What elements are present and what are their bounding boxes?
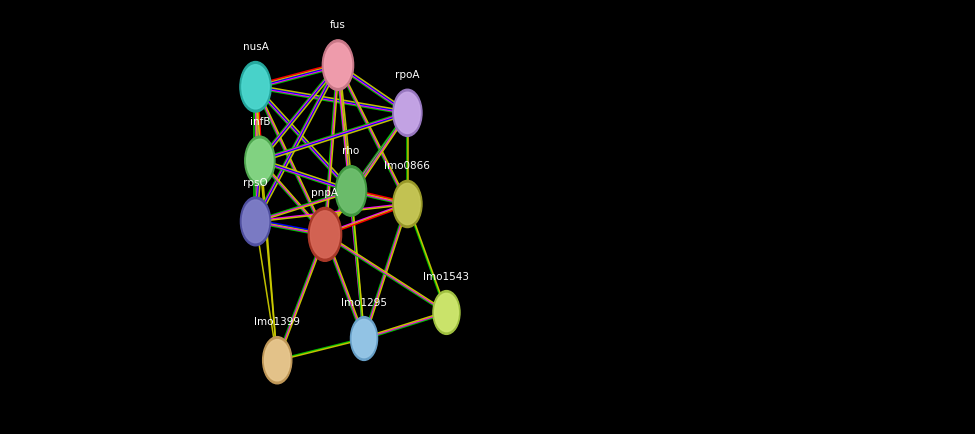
Text: pnpA: pnpA xyxy=(311,187,338,198)
Ellipse shape xyxy=(240,62,271,112)
Text: nusA: nusA xyxy=(243,42,268,52)
Text: rho: rho xyxy=(342,146,360,156)
Text: rpsO: rpsO xyxy=(243,178,268,187)
Text: lmo1543: lmo1543 xyxy=(423,272,470,282)
Ellipse shape xyxy=(323,40,354,90)
Ellipse shape xyxy=(337,169,365,213)
Ellipse shape xyxy=(352,319,376,358)
Text: rpoA: rpoA xyxy=(395,70,419,80)
Text: lmo1399: lmo1399 xyxy=(254,318,300,328)
Text: fus: fus xyxy=(331,20,346,30)
Ellipse shape xyxy=(264,339,290,381)
Ellipse shape xyxy=(308,207,341,261)
Ellipse shape xyxy=(393,181,422,227)
Ellipse shape xyxy=(247,139,273,182)
Ellipse shape xyxy=(310,211,339,258)
Ellipse shape xyxy=(433,291,460,334)
Ellipse shape xyxy=(335,166,367,216)
Ellipse shape xyxy=(393,89,422,136)
Ellipse shape xyxy=(242,65,269,109)
Ellipse shape xyxy=(395,183,420,225)
Ellipse shape xyxy=(435,293,458,332)
Ellipse shape xyxy=(395,92,420,134)
Ellipse shape xyxy=(350,317,377,360)
Ellipse shape xyxy=(245,136,275,185)
Ellipse shape xyxy=(243,200,269,243)
Text: lmo0866: lmo0866 xyxy=(384,161,430,171)
Text: infB: infB xyxy=(250,117,270,127)
Text: lmo1295: lmo1295 xyxy=(341,298,387,308)
Ellipse shape xyxy=(262,337,292,384)
Ellipse shape xyxy=(241,197,271,246)
Ellipse shape xyxy=(325,43,352,87)
